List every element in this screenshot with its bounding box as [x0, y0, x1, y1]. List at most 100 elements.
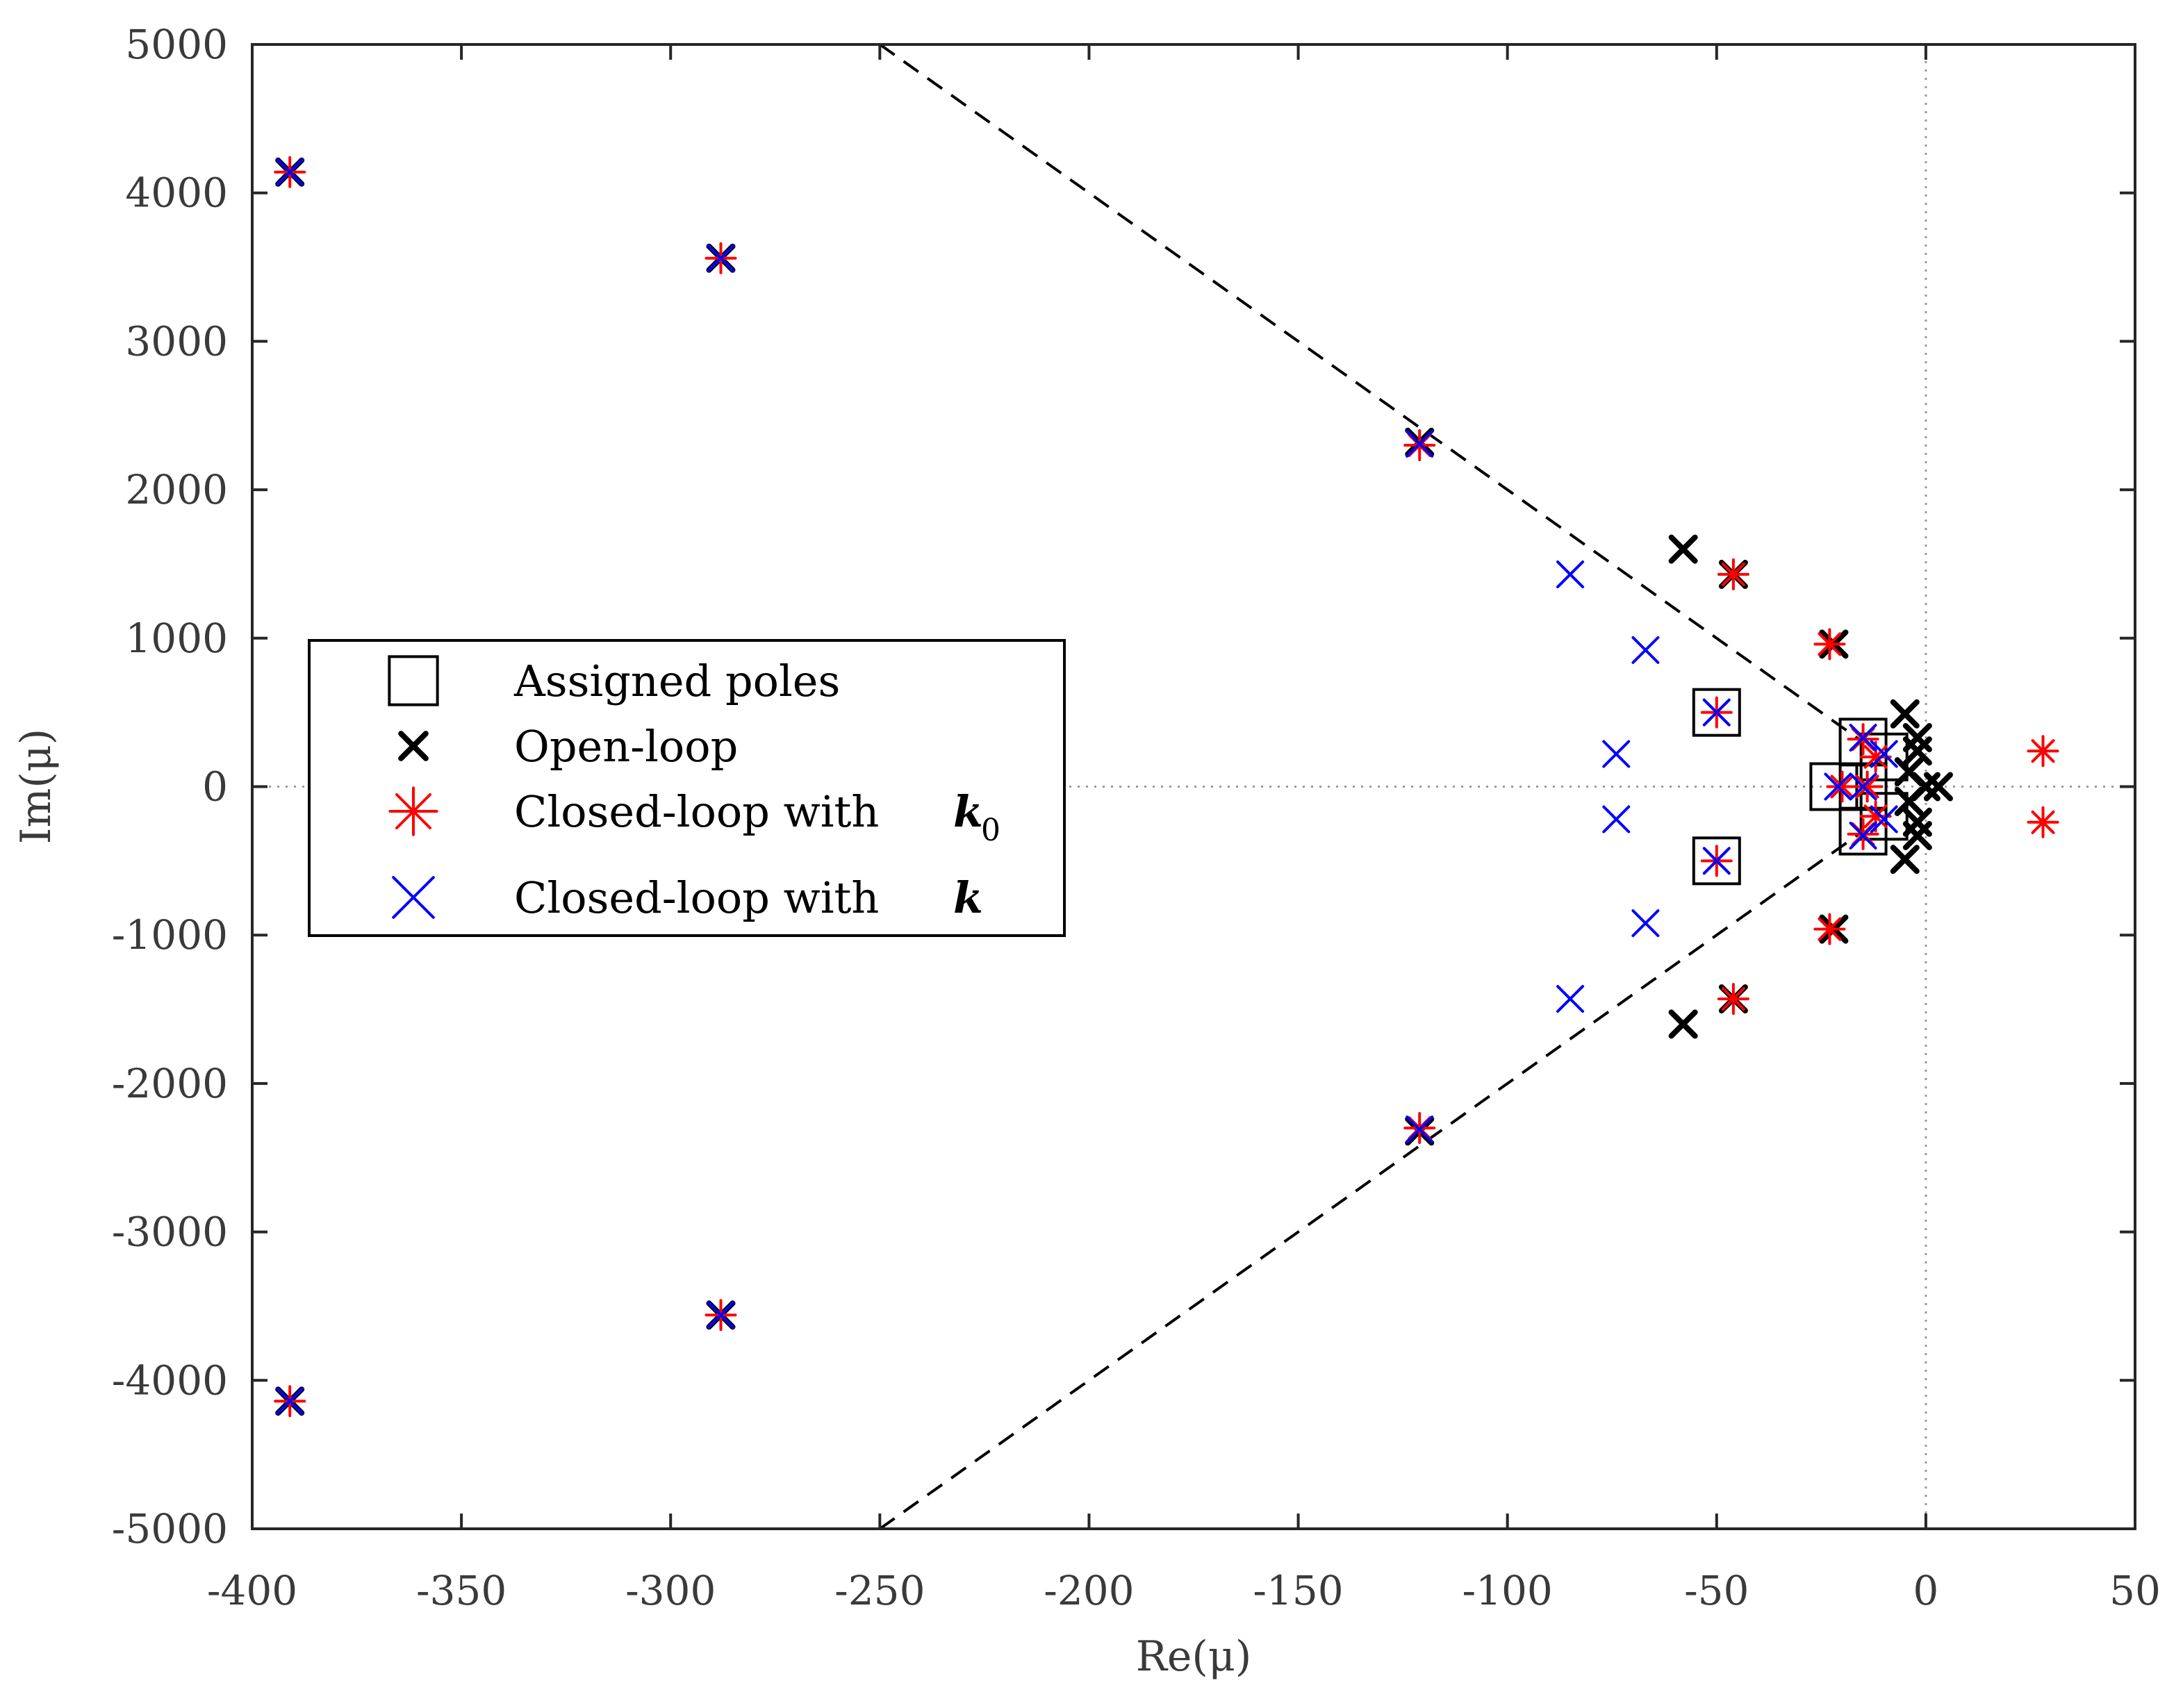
asterisk-marker-stroke: [1863, 804, 1888, 829]
y-tick-label: 5000: [125, 21, 228, 68]
x-tick-label: -350: [416, 1567, 506, 1614]
x-marker-stroke: [1406, 1116, 1434, 1144]
y-tick-label: -3000: [112, 1209, 228, 1256]
x-tick-label: 0: [1913, 1567, 1938, 1614]
y-tick-label: 1000: [125, 615, 228, 662]
point-k: [1849, 822, 1877, 850]
point-k0: [1813, 628, 1846, 661]
legend-entry-assigned: Assigned poles: [388, 655, 840, 706]
legend-entry-k: Closed-loop with k: [392, 872, 983, 923]
asterisk-marker-stroke: [2031, 810, 2055, 834]
x-tick-label: -300: [625, 1567, 716, 1614]
series-layer: [274, 156, 2059, 1418]
square-marker-shape: [1692, 836, 1741, 886]
x-tick-label: 50: [2109, 1567, 2161, 1614]
x-marker-stroke: [1894, 757, 1924, 787]
x-tick-label: -150: [1253, 1567, 1343, 1614]
x-marker-stroke: [1870, 740, 1898, 768]
legend-label-k0: Closed-loop with: [514, 786, 879, 837]
legend-subscript-k0: 0: [981, 813, 1000, 848]
point-k0: [1717, 558, 1749, 590]
point-k: [1602, 740, 1631, 768]
series-k: [276, 158, 1898, 1416]
legend-marker-assigned: [388, 655, 439, 706]
asterisk-marker-stroke: [1721, 987, 1745, 1011]
x-marker-stroke: [707, 1301, 735, 1329]
axis-ticks: -400 -350 -300 -250 -200 -150 -100 -50 0 50 -5000 -…: [112, 21, 2161, 1614]
point-k0: [2027, 735, 2059, 768]
y-tick-label: -2000: [112, 1060, 228, 1107]
point-k0: [1717, 983, 1749, 1015]
x-marker-stroke: [707, 244, 735, 272]
point-assigned: [1692, 836, 1741, 886]
point-k: [1631, 636, 1660, 664]
x-tick-label: -50: [1684, 1567, 1749, 1614]
point-k0: [2027, 806, 2059, 838]
asterisk-marker-stroke: [1863, 745, 1888, 769]
asterisk-marker-stroke: [1721, 562, 1745, 586]
point-open: [1902, 736, 1932, 766]
point-k: [1849, 772, 1877, 801]
y-tick-label: 2000: [125, 466, 228, 513]
legend-symbol-k: k: [953, 872, 983, 923]
y-tick-label: 3000: [125, 317, 228, 365]
point-open: [1890, 699, 1920, 729]
asterisk-marker-stroke: [1818, 632, 1842, 656]
point-k: [1602, 805, 1631, 834]
x-marker-stroke: [1668, 534, 1698, 564]
legend-symbol-k0: k: [953, 786, 983, 837]
y-tick-label: -4000: [112, 1357, 228, 1404]
legend: Assigned poles Open-loop Closed-loop with k…: [308, 639, 1066, 937]
point-k: [1702, 698, 1731, 727]
legend-marker-k: [392, 876, 435, 919]
point-k: [1849, 723, 1877, 752]
x-marker-stroke: [276, 1387, 304, 1416]
y-tick-label: -1000: [112, 911, 228, 959]
x-marker-stroke: [1849, 723, 1877, 752]
x-marker-stroke: [1849, 772, 1877, 801]
stability-boundary-lines: [879, 43, 1864, 1530]
lower-boundary-line: [879, 829, 1864, 1530]
asterisk-marker-stroke: [1818, 917, 1842, 941]
legend-box: [308, 639, 1066, 937]
asterisk-marker-stroke: [1855, 774, 1879, 799]
point-open: [1923, 772, 1953, 802]
point-k: [707, 244, 735, 272]
point-k: [1631, 909, 1660, 938]
x-marker-stroke: [1556, 985, 1584, 1013]
x-marker-stroke: [1668, 1009, 1698, 1039]
point-open: [1890, 845, 1920, 874]
legend-entry-k0: Closed-loop with k0: [388, 786, 1000, 848]
x-marker-stroke: [1602, 805, 1631, 834]
point-open: [1668, 534, 1698, 564]
point-open: [1668, 1009, 1698, 1039]
x-tick-label: -200: [1044, 1567, 1134, 1614]
point-k: [1556, 985, 1584, 1013]
x-marker-stroke: [392, 876, 435, 919]
asterisk-marker-stroke: [395, 793, 431, 829]
y-tick-label: 4000: [125, 169, 228, 217]
point-assigned: [1692, 688, 1741, 737]
x-marker-stroke: [1556, 560, 1584, 588]
asterisk-marker-stroke: [2031, 739, 2055, 763]
point-open: [1902, 807, 1932, 837]
point-k: [1824, 772, 1852, 801]
legend-label-k: Closed-loop with: [514, 872, 879, 923]
upper-boundary-line: [879, 43, 1864, 744]
point-k: [1556, 560, 1584, 588]
x-marker-stroke: [1824, 772, 1852, 801]
asterisk-marker-stroke: [1830, 774, 1854, 799]
x-marker-stroke: [398, 731, 429, 761]
x-marker-stroke: [1902, 736, 1932, 766]
x-marker-stroke: [1702, 847, 1731, 875]
x-marker-stroke: [1631, 636, 1660, 664]
point-k: [276, 158, 304, 186]
x-marker-stroke: [1890, 699, 1920, 729]
x-tick-label: -400: [207, 1567, 297, 1614]
point-k0: [1851, 770, 1884, 803]
x-marker-stroke: [1702, 698, 1731, 727]
point-k: [1870, 805, 1898, 834]
x-tick-label: -250: [834, 1567, 925, 1614]
y-tick-label: -5000: [112, 1505, 228, 1552]
